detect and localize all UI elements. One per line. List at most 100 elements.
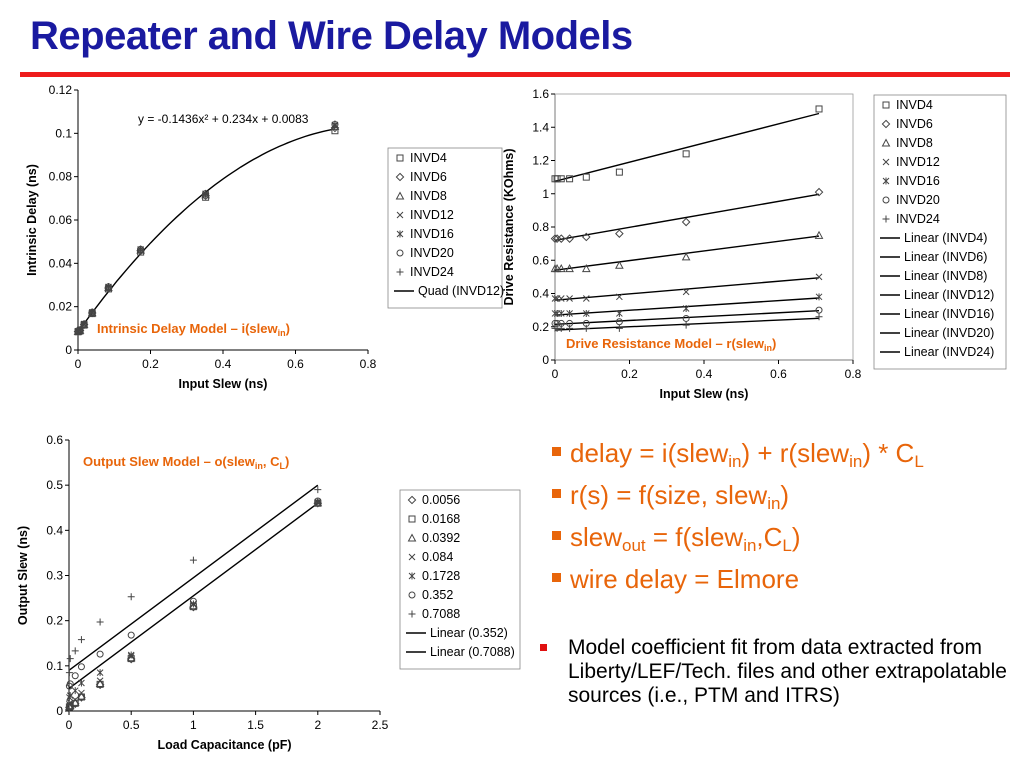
y-tick-label: 0.1 [46, 659, 63, 673]
data-point [88, 308, 96, 316]
fit-line [77, 128, 336, 333]
legend-entry: 0.352 [422, 588, 453, 602]
legend-entry: Linear (0.352) [430, 626, 508, 640]
data-point [127, 651, 135, 659]
legend-marker [882, 177, 890, 185]
legend-marker [407, 495, 417, 505]
legend-entry: INVD20 [896, 193, 940, 207]
data-point [550, 234, 560, 243]
x-tick-label: 0.4 [215, 357, 232, 371]
data-point [66, 680, 74, 688]
x-tick-label: 2.5 [372, 718, 389, 732]
y-tick-label: 0 [542, 353, 549, 367]
data-point [201, 190, 210, 199]
data-point [557, 175, 565, 183]
legend-entry: 0.1728 [422, 569, 460, 583]
intrinsic-delay-chart: 0 0.02 0.04 0.06 0.08 0.1 0.12 0 0.2 0.4 0.6 0.8 Inp… [25, 83, 504, 391]
data-point [189, 597, 197, 605]
model-label: Intrinsic Delay Model – i(slewin) [97, 321, 290, 338]
fit-line [554, 297, 820, 316]
fit-line [554, 310, 820, 325]
legend-box [387, 147, 503, 309]
model-label-text: ) [286, 321, 290, 336]
model-label: Output Slew Model – o(slewin, CL) [83, 454, 289, 471]
data-point [814, 230, 824, 239]
legend-entry: INVD6 [896, 117, 933, 131]
y-tick-label: 0.06 [49, 213, 73, 227]
legend-entry: Linear (INVD8) [904, 269, 987, 283]
bullet-text: r(s) = f(size, slewin) [570, 480, 790, 513]
legend-marker [396, 268, 404, 276]
series-invd12 [74, 122, 339, 335]
data-point [815, 313, 823, 321]
legend-entry: 0.7088 [422, 607, 460, 621]
legend-marker [408, 591, 416, 599]
series-invd8 [73, 121, 340, 335]
legend-marker [881, 119, 891, 129]
model-label-text: Drive Resistance Model – r(slew [566, 336, 765, 351]
note-text: Model coefficient fit from data extracte… [568, 636, 1007, 707]
legend-marker [881, 138, 891, 147]
fit-line [68, 502, 319, 689]
y-axis-title: Drive Resistance (KOhms) [502, 148, 516, 305]
x-tick-label: 0 [552, 367, 559, 381]
legend-entry: Linear (INVD16) [904, 307, 994, 321]
y-tick-label: 0.02 [49, 300, 73, 314]
data-point [566, 295, 573, 302]
fit-line [554, 277, 820, 301]
data-point [615, 318, 623, 326]
series-invd8 [550, 230, 824, 273]
fit-line [68, 484, 319, 671]
x-tick-label: 1.5 [247, 718, 264, 732]
data-point [556, 234, 566, 243]
model-fit-note: Model coefficient fit from data extracte… [540, 636, 1010, 708]
x-tick-label: 0.4 [696, 367, 713, 381]
y-tick-label: 0.04 [49, 256, 73, 270]
y-tick-label: 0 [65, 343, 72, 357]
data-point [565, 264, 574, 273]
y-tick-label: 0.1 [55, 126, 72, 140]
data-point [78, 689, 85, 697]
y-tick-label: 0.6 [46, 433, 63, 447]
data-point [552, 264, 562, 273]
data-point [71, 687, 79, 695]
legend-entry: 0.0392 [422, 531, 460, 545]
data-point [70, 697, 80, 706]
note-bullet-icon [540, 644, 547, 651]
x-axis-title: Load Capacitance (pF) [157, 738, 291, 752]
legend-entry: Linear (INVD24) [904, 345, 994, 359]
data-point [313, 498, 323, 507]
bullet-square-icon [552, 447, 561, 456]
equation-bullets: delay = i(slewin) + r(slewin) * CL r(s) … [552, 432, 1022, 600]
data-point [581, 264, 591, 273]
x-tick-label: 0.6 [770, 367, 787, 381]
data-point [556, 264, 566, 273]
model-label-text: , C [263, 454, 280, 469]
y-tick-label: 1 [542, 187, 549, 201]
data-point [566, 324, 574, 332]
bullet-wire-delay: wire delay = Elmore [552, 558, 1022, 600]
model-label-text: ) [285, 454, 289, 469]
legend-entry: INVD6 [410, 170, 447, 184]
data-point [582, 324, 590, 332]
series-0.7088 [65, 486, 322, 677]
data-point [96, 677, 104, 685]
data-point [331, 120, 339, 128]
data-point [815, 273, 823, 281]
data-point [136, 246, 145, 256]
legend-marker [408, 553, 416, 561]
series-invd4 [74, 127, 339, 336]
legend-entry: INVD12 [896, 155, 940, 169]
fit-equation: y = -0.1436x² + 0.234x + 0.0083 [138, 112, 309, 126]
axis-lines [554, 94, 853, 361]
y-axis-title: Intrinsic Delay (ns) [25, 164, 39, 276]
drive-resistance-chart: 0 0.2 0.4 0.6 0.8 1 1.2 1.4 1.6 0 0.2 0.4 0.6 0.8 Inpu… [502, 87, 1007, 401]
fit-line [554, 235, 820, 271]
title-underline [20, 72, 1010, 77]
data-point [104, 283, 113, 292]
legend-marker [882, 196, 890, 204]
legend-entry: INVD24 [410, 265, 454, 279]
data-point [815, 306, 823, 314]
data-point [331, 127, 339, 135]
x-tick-label: 0 [75, 357, 82, 371]
